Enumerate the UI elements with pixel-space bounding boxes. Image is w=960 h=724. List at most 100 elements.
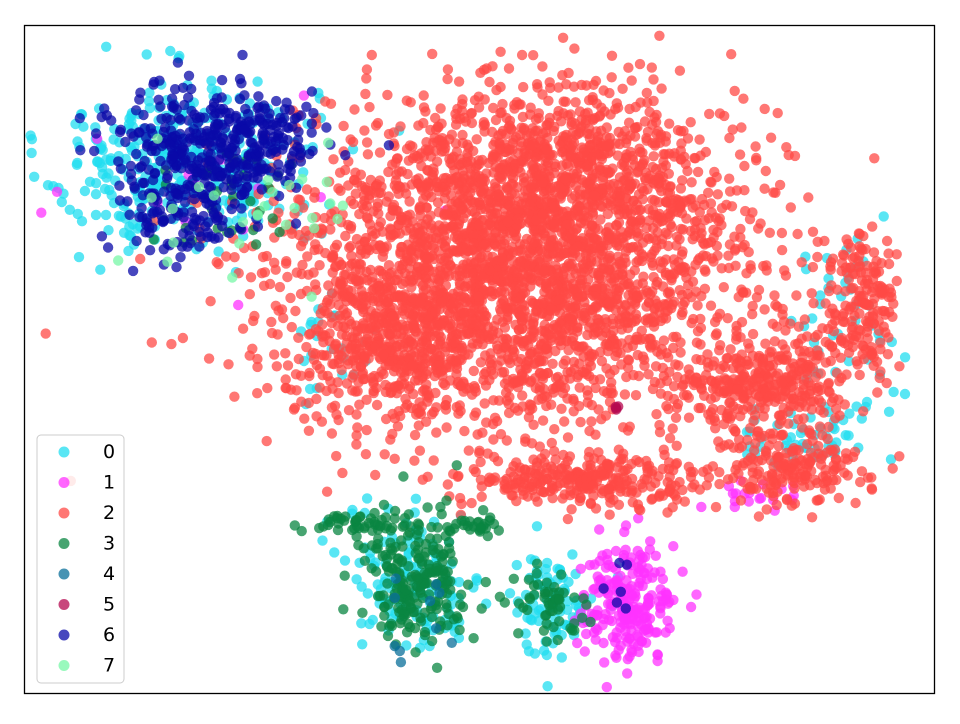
data-point	[374, 147, 386, 158]
data-point	[655, 608, 666, 619]
data-point	[601, 338, 612, 350]
data-point	[252, 76, 263, 87]
data-point	[416, 331, 427, 342]
data-point	[371, 399, 383, 411]
data-point	[723, 250, 734, 261]
data-point	[351, 409, 362, 420]
data-point	[366, 225, 378, 237]
data-point	[326, 428, 338, 439]
data-point	[588, 627, 600, 638]
data-point	[551, 324, 562, 335]
data-point	[513, 245, 524, 256]
data-point	[475, 173, 487, 185]
data-point	[665, 197, 677, 209]
data-point	[459, 425, 470, 437]
data-point	[103, 168, 114, 179]
data-point	[807, 350, 818, 361]
data-point	[360, 449, 372, 460]
data-point	[686, 177, 697, 188]
data-point	[753, 373, 764, 384]
data-point	[498, 269, 509, 281]
data-point	[470, 407, 482, 418]
data-point	[660, 269, 672, 281]
data-point	[854, 369, 865, 381]
data-point	[72, 157, 83, 169]
data-point	[418, 90, 429, 101]
data-point	[99, 183, 111, 195]
data-point	[428, 243, 440, 254]
data-point	[678, 390, 690, 401]
data-point	[549, 446, 560, 457]
data-point	[660, 254, 672, 265]
data-point	[823, 377, 834, 389]
data-point	[807, 226, 819, 237]
data-point	[603, 168, 614, 179]
data-point	[356, 581, 367, 592]
data-point	[518, 81, 529, 93]
data-point	[252, 353, 263, 365]
data-point	[594, 111, 605, 122]
data-point	[894, 451, 905, 462]
data-point	[358, 304, 369, 315]
data-point	[650, 550, 661, 561]
data-point	[356, 285, 367, 297]
data-point	[380, 379, 391, 391]
data-point	[622, 668, 633, 679]
data-point	[484, 218, 495, 230]
data-point	[476, 271, 487, 282]
data-point	[682, 165, 693, 177]
data-point	[144, 87, 155, 98]
data-point	[773, 440, 784, 452]
data-point	[743, 246, 754, 258]
data-point	[223, 359, 234, 370]
data-point	[569, 244, 580, 256]
data-point	[421, 369, 432, 380]
data-point	[587, 94, 598, 106]
data-point	[383, 166, 394, 178]
data-point	[561, 302, 572, 313]
data-point	[787, 380, 799, 391]
data-point	[399, 268, 411, 279]
data-point	[488, 434, 499, 445]
data-point	[427, 48, 438, 60]
data-point	[404, 209, 416, 220]
data-point	[286, 228, 298, 239]
data-point	[747, 309, 758, 320]
data-point	[691, 337, 703, 348]
data-point	[453, 408, 464, 419]
data-point	[798, 413, 809, 424]
data-point	[628, 369, 639, 381]
data-point	[606, 72, 617, 83]
data-point	[466, 389, 478, 400]
data-point	[590, 429, 601, 440]
data-point	[517, 390, 528, 401]
data-point	[574, 106, 586, 117]
data-point	[549, 424, 560, 435]
data-point	[245, 272, 257, 283]
data-point	[551, 264, 562, 275]
data-point	[328, 154, 339, 165]
data-point	[660, 627, 671, 638]
data-point	[363, 193, 375, 205]
data-point	[453, 576, 465, 588]
data-point	[535, 198, 547, 209]
data-point	[610, 545, 622, 557]
data-point	[229, 252, 240, 263]
data-point	[381, 271, 393, 282]
data-point	[545, 185, 556, 196]
data-point	[777, 339, 788, 350]
data-point	[652, 649, 663, 660]
data-point	[205, 296, 216, 307]
points-layer	[25, 30, 911, 693]
data-point	[843, 430, 854, 441]
data-point	[617, 269, 628, 280]
data-point	[614, 256, 626, 268]
data-point	[438, 378, 449, 389]
data-point	[457, 129, 468, 141]
data-point	[621, 632, 632, 643]
data-point	[476, 185, 487, 196]
data-point	[576, 291, 588, 303]
data-point	[336, 364, 347, 376]
data-point	[351, 574, 362, 585]
